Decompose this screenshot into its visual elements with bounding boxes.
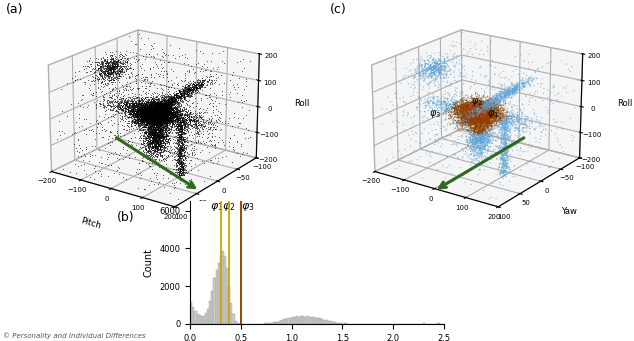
Bar <box>264 323 266 324</box>
Bar <box>190 302 192 324</box>
Bar <box>311 317 313 324</box>
Bar <box>290 318 292 324</box>
Bar <box>279 321 281 324</box>
Text: $\varphi_1$: $\varphi_1$ <box>210 201 223 212</box>
Bar <box>195 311 197 324</box>
Bar <box>197 314 198 324</box>
Bar <box>309 317 311 324</box>
Bar <box>222 251 224 324</box>
Bar <box>271 323 273 324</box>
Bar <box>336 323 338 324</box>
Bar <box>304 317 306 324</box>
Bar <box>192 307 195 324</box>
Bar <box>268 323 271 324</box>
Text: $\varphi_2$: $\varphi_2$ <box>222 201 235 212</box>
Bar <box>228 287 230 324</box>
Bar <box>275 322 277 324</box>
Bar <box>328 321 330 324</box>
Bar <box>277 322 279 324</box>
Bar <box>313 317 315 324</box>
Bar <box>273 323 275 324</box>
Bar <box>332 322 334 324</box>
Bar <box>230 303 233 324</box>
Bar <box>319 318 321 324</box>
Bar <box>302 316 304 324</box>
Bar <box>220 254 222 324</box>
Bar <box>330 321 332 324</box>
Bar <box>334 322 336 324</box>
Bar <box>285 319 287 324</box>
Bar <box>344 323 347 324</box>
Text: (b): (b) <box>117 211 135 224</box>
Bar <box>239 323 241 324</box>
Text: $\varphi_1$: $\varphi_1$ <box>487 108 499 120</box>
X-axis label: Pitch: Pitch <box>403 216 425 231</box>
Bar <box>294 317 296 324</box>
Bar <box>211 291 214 324</box>
Bar <box>325 320 328 324</box>
Bar <box>423 323 425 324</box>
Text: © Personality and Individual Differences: © Personality and Individual Differences <box>3 332 146 339</box>
Bar <box>338 323 340 324</box>
Bar <box>317 318 319 324</box>
Text: (a): (a) <box>6 3 24 16</box>
Bar <box>283 320 285 324</box>
Y-axis label: Yaw: Yaw <box>560 207 576 216</box>
Bar <box>233 314 235 324</box>
Bar <box>340 323 342 324</box>
Bar <box>236 323 239 324</box>
Bar <box>298 317 300 324</box>
Bar <box>217 263 220 324</box>
Bar <box>323 320 325 324</box>
Text: $\varphi_2$: $\varphi_2$ <box>471 97 483 108</box>
Text: (c): (c) <box>330 3 346 16</box>
Bar <box>235 321 236 324</box>
Bar <box>292 317 294 324</box>
Bar <box>315 318 317 324</box>
Bar <box>207 309 209 324</box>
Bar <box>321 319 323 324</box>
X-axis label: Pitch: Pitch <box>80 216 102 231</box>
Y-axis label: Count: Count <box>144 248 154 277</box>
Bar <box>287 318 290 324</box>
Bar <box>306 316 309 324</box>
Bar <box>226 268 228 324</box>
Bar <box>300 316 302 324</box>
Bar <box>281 321 283 324</box>
Bar <box>216 270 217 324</box>
Bar <box>198 315 201 324</box>
Bar <box>224 256 226 324</box>
Text: $\varphi_3$: $\varphi_3$ <box>429 108 441 120</box>
Bar <box>214 278 216 324</box>
Bar <box>209 301 211 324</box>
Bar <box>205 313 207 324</box>
Bar <box>296 316 298 324</box>
Y-axis label: Yaw: Yaw <box>237 207 253 216</box>
Bar <box>203 316 205 324</box>
Bar <box>201 316 203 324</box>
Text: $\varphi_3$: $\varphi_3$ <box>241 201 255 212</box>
